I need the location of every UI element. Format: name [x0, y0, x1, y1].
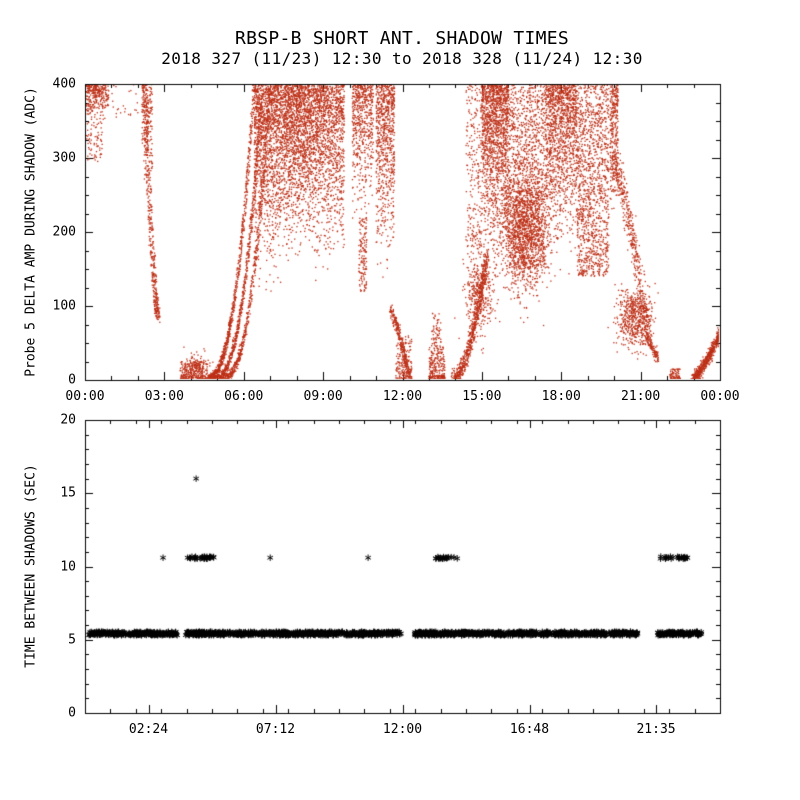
- bottom-panel-y-tick-label: 5: [68, 632, 76, 648]
- top-panel-y-tick-label: 0: [68, 372, 76, 388]
- bottom-panel-y-axis-title: TIME BETWEEN SHADOWS (SEC): [23, 464, 39, 668]
- top-panel-y-tick-label: 200: [52, 224, 76, 240]
- top-panel-y-axis-title: Probe 5 DELTA AMP DURING SHADOW (ADC): [23, 87, 39, 377]
- top-panel-x-tick-label: 03:00: [144, 389, 184, 404]
- top-panel-x-tick-label: 00:00: [700, 389, 740, 404]
- bottom-panel-x-tick-label: 21:35: [636, 722, 676, 737]
- bottom-panel-x-tick-label: 07:12: [255, 722, 296, 737]
- top-panel-y-tick-label: 400: [52, 76, 76, 92]
- top-panel-x-tick-label: 09:00: [303, 389, 343, 404]
- bottom-panel-y-tick-label: 15: [60, 485, 76, 501]
- top-panel-x-tick-label: 21:00: [621, 389, 661, 404]
- top-panel-y-tick-label: 100: [52, 298, 76, 314]
- top-panel-x-tick-label: 06:00: [224, 389, 264, 404]
- top-panel-x-tick-label: 18:00: [541, 389, 581, 404]
- top-panel-y-tick-label: 300: [52, 150, 76, 166]
- top-panel-x-tick-label: 12:00: [382, 389, 423, 404]
- bottom-panel-x-tick-label: 12:00: [382, 722, 423, 737]
- top-panel-x-tick-label: 00:00: [65, 389, 105, 404]
- bottom-panel-x-tick-label: 16:48: [509, 722, 550, 737]
- bottom-panel-x-tick-label: 02:24: [128, 722, 169, 737]
- bottom-panel-y-tick-label: 20: [60, 412, 76, 428]
- bottom-panel-y-tick-label: 0: [68, 705, 76, 721]
- top-panel-x-tick-label: 15:00: [462, 389, 502, 404]
- bottom-panel-y-tick-label: 10: [60, 559, 76, 574]
